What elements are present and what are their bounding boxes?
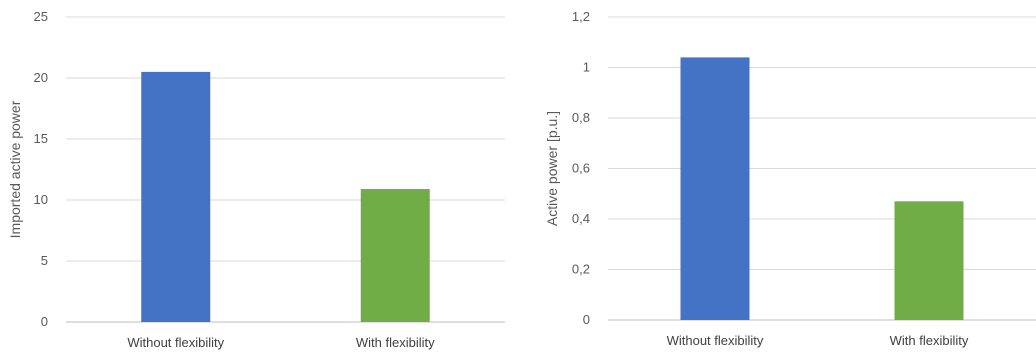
y-axis-label: Imported active power	[7, 100, 23, 238]
x-tick-label: Without flexibility	[667, 333, 764, 348]
chart-imported-active-power: Imported active power 0 5 10 15 20 25 Without …	[7, 9, 505, 350]
bar	[360, 189, 430, 322]
bar	[680, 57, 750, 321]
y-tick-label: 1,2	[572, 9, 590, 24]
y-axis-label: Active power [p.u.]	[544, 111, 560, 226]
y-tick-label: 0,4	[572, 211, 590, 226]
y-tick-label: 25	[34, 9, 48, 24]
y-tick-label: 1	[583, 60, 590, 75]
y-tick-label: 0,8	[572, 110, 590, 125]
bar	[141, 71, 211, 323]
chart-active-power: Active power [p.u.] 0 0,2 0,4 0,6 0,8 1 1,2 Wit…	[544, 9, 1036, 348]
y-tick-label: 20	[34, 70, 48, 85]
x-tick-label: With flexibility	[356, 335, 435, 350]
y-tick-label: 5	[41, 253, 48, 268]
bar	[894, 201, 964, 320]
y-tick-label: 0,6	[572, 161, 590, 176]
y-tick-label: 0	[583, 312, 590, 327]
y-tick-label: 15	[34, 131, 48, 146]
x-tick-label: With flexibility	[890, 333, 969, 348]
x-tick-label: Without flexibility	[127, 335, 224, 350]
y-tick-label: 0	[41, 314, 48, 329]
y-tick-label: 0,2	[572, 262, 590, 277]
y-tick-label: 10	[34, 192, 48, 207]
